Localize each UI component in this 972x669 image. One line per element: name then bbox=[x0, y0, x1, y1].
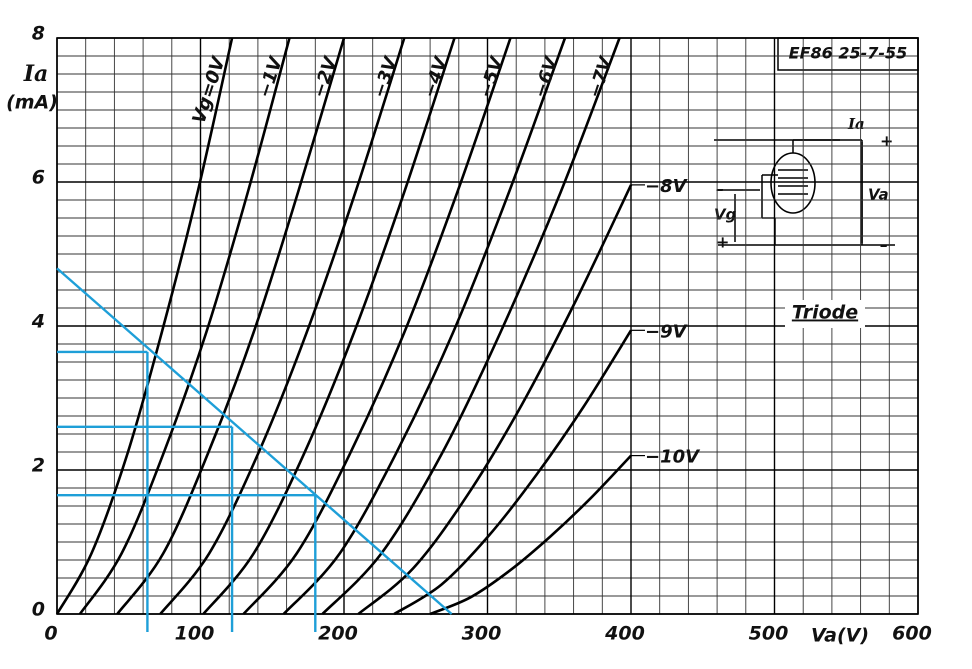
curve bbox=[357, 184, 633, 615]
curve-label: −10V bbox=[645, 447, 701, 468]
chart-title: EF86 25-7-55 bbox=[789, 44, 908, 63]
curve-label: Vg=0V bbox=[188, 53, 230, 126]
x-tick-label: 100 bbox=[175, 623, 215, 645]
curve-label: −1V bbox=[254, 53, 287, 101]
y-tick-label: 2 bbox=[32, 455, 45, 477]
curve bbox=[55, 37, 234, 615]
y-tick-label: 4 bbox=[31, 311, 45, 333]
curve-label: −7V bbox=[584, 53, 617, 101]
curve bbox=[159, 37, 406, 615]
curve bbox=[393, 329, 633, 616]
y-axis-unit: (mA) bbox=[6, 92, 58, 114]
plot-frame bbox=[56, 37, 919, 615]
load-line bbox=[56, 267, 453, 615]
y-axis-label: Ia bbox=[23, 61, 49, 87]
x-tick-label: 300 bbox=[462, 623, 502, 645]
inset-grid-voltage: Vg bbox=[714, 206, 737, 224]
x-tick-label: 500 bbox=[749, 623, 789, 645]
x-axis-label: Va(V) bbox=[811, 625, 869, 647]
inset-minus: – bbox=[716, 180, 724, 199]
y-tick-label: 0 bbox=[32, 599, 45, 621]
chart-subtitle: Triode bbox=[792, 302, 858, 324]
y-tick-label: 6 bbox=[32, 167, 45, 189]
x-tick-label: 200 bbox=[318, 623, 358, 645]
subtitle-bg bbox=[785, 300, 865, 328]
curve-label: −4V bbox=[419, 53, 452, 101]
curve-label: −6V bbox=[530, 53, 563, 101]
y-tick-label: 8 bbox=[32, 23, 45, 45]
curve-label: −5V bbox=[475, 53, 508, 101]
curve bbox=[282, 37, 567, 615]
curve bbox=[78, 37, 291, 615]
inset-current: Ia bbox=[847, 115, 865, 133]
inset-plus: + bbox=[880, 132, 893, 151]
curve-label: −2V bbox=[309, 53, 342, 101]
curve bbox=[116, 37, 346, 615]
curve bbox=[429, 454, 632, 616]
curve-label: −3V bbox=[369, 53, 402, 101]
title-box bbox=[777, 37, 919, 71]
curve bbox=[202, 37, 456, 615]
x-tick-label: 0 bbox=[44, 623, 57, 645]
inset-plus: + bbox=[716, 233, 729, 252]
title-frame bbox=[777, 37, 919, 71]
inset-anode-voltage: Va bbox=[868, 186, 889, 204]
inset-bg bbox=[706, 112, 902, 258]
curve-label: −9V bbox=[645, 321, 689, 342]
x-tick-label: 400 bbox=[604, 623, 645, 645]
x-tick-label: 600 bbox=[892, 623, 932, 645]
curve bbox=[242, 37, 512, 615]
inset-minus: – bbox=[880, 236, 888, 255]
curve-label: −8V bbox=[645, 176, 689, 197]
